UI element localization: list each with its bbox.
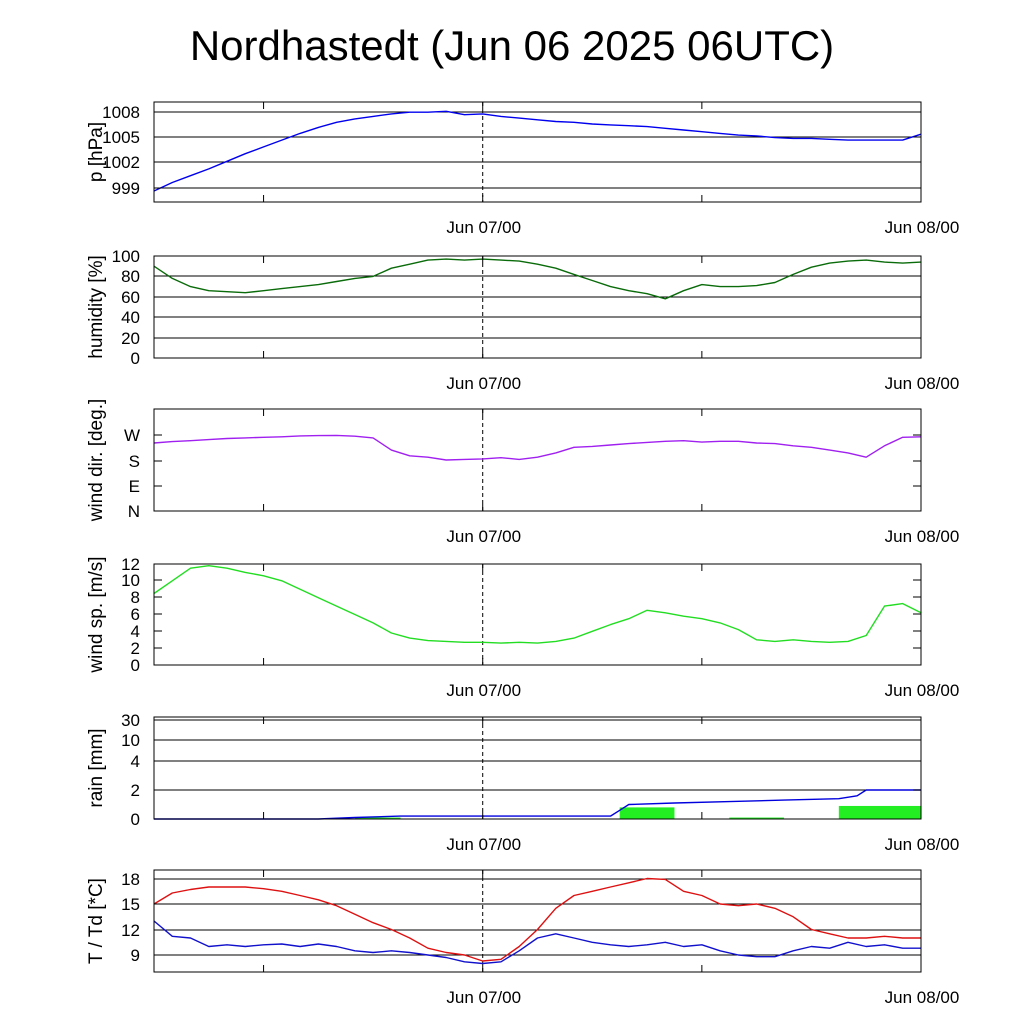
y-tick-label: 20 [121,329,140,348]
y-tick-label: 0 [131,810,140,829]
y-tick-label: 80 [121,267,140,286]
y-tick-label: 10 [121,731,140,750]
x-tick-label-jun08: Jun 08/00 [885,681,960,700]
y-axis-label: rain [mm] [86,728,107,807]
panel-frame [153,563,922,666]
y-tick-label: 40 [121,308,140,327]
y-tick-label: 60 [121,288,140,307]
y-tick-label: 2 [131,639,140,658]
y-tick-label: 12 [121,555,140,574]
y-axis-label: p [hPa] [86,122,107,182]
rain-bar-0 [354,817,401,819]
rain-bar-1 [619,807,675,819]
x-tick-label-jun08: Jun 08/00 [885,835,960,854]
y-axis-label: T / Td [*C] [86,878,107,964]
y-tick-label: 999 [112,179,140,198]
y-tick-label: 12 [121,921,140,940]
x-tick-label-jun07: Jun 07/00 [446,218,521,237]
y-tick-label: N [128,502,140,521]
y-tick-label: 1008 [102,103,140,122]
x-tick-label-jun08: Jun 08/00 [885,988,960,1007]
series-line-0 [153,434,922,461]
y-tick-label: 1005 [102,128,140,147]
y-tick-label: 9 [131,946,140,965]
y-tick-label: 100 [112,247,140,266]
x-tick-label-jun07: Jun 07/00 [446,681,521,700]
panel-frame [153,101,922,203]
y-axis-label: wind dir. [deg.] [86,399,107,523]
y-tick-label: 0 [131,349,140,368]
y-tick-label: 4 [131,622,140,641]
y-axis-label: humidity [%] [86,255,107,358]
series-line-1 [153,920,921,965]
x-tick-label-jun07: Jun 07/00 [446,835,521,854]
y-tick-label: 2 [131,781,140,800]
pressure-panel: 999 1002 1005 1008 Jun 07/00 Jun 08/00 p [hPa] [86,101,960,237]
series-line-0 [153,258,922,300]
series-line-0 [154,789,921,820]
x-tick-label-jun08: Jun 08/00 [885,374,960,393]
panel-frame [153,255,922,359]
x-tick-label-jun08: Jun 08/00 [885,218,960,237]
y-tick-label: 15 [121,895,140,914]
y-tick-label: 18 [121,870,140,889]
rain-bar-2 [729,817,785,819]
y-axis-label: wind sp. [m/s] [86,556,107,673]
y-tick-label: E [129,477,140,496]
x-tick-label-jun07: Jun 07/00 [446,527,521,546]
y-tick-label: W [124,426,140,445]
temperature-panel: 9 12 15 18 Jun 07/00 Jun 08/00 T / Td [*C] [86,869,960,1007]
y-tick-label: 1002 [102,153,140,172]
panel-frame [153,716,922,820]
y-tick-label: 0 [131,656,140,675]
y-tick-label: 8 [131,588,140,607]
chart-title: Nordhastedt (Jun 06 2025 06UTC) [189,22,835,69]
y-tick-label: 4 [131,752,140,771]
y-tick-label: S [129,452,140,471]
y-tick-label: 10 [121,571,140,590]
x-tick-label-jun08: Jun 08/00 [885,527,960,546]
rain-bar-3 [838,805,921,819]
panel-frame [153,408,922,512]
x-tick-label-jun07: Jun 07/00 [446,988,521,1007]
series-line-0 [153,565,922,644]
y-tick-label: 6 [131,605,140,624]
y-tick-label: 30 [121,711,140,730]
series-line-0 [153,877,921,962]
panel-frame [153,869,922,973]
series-line-0 [153,110,922,192]
x-tick-label-jun07: Jun 07/00 [446,374,521,393]
